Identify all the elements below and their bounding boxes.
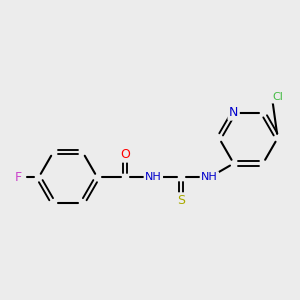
Text: S: S xyxy=(177,194,185,207)
Text: Cl: Cl xyxy=(272,92,283,102)
Text: NH: NH xyxy=(201,172,218,182)
Text: NH: NH xyxy=(145,172,162,182)
Text: F: F xyxy=(15,171,22,184)
Text: O: O xyxy=(120,148,130,161)
Text: N: N xyxy=(229,106,238,119)
